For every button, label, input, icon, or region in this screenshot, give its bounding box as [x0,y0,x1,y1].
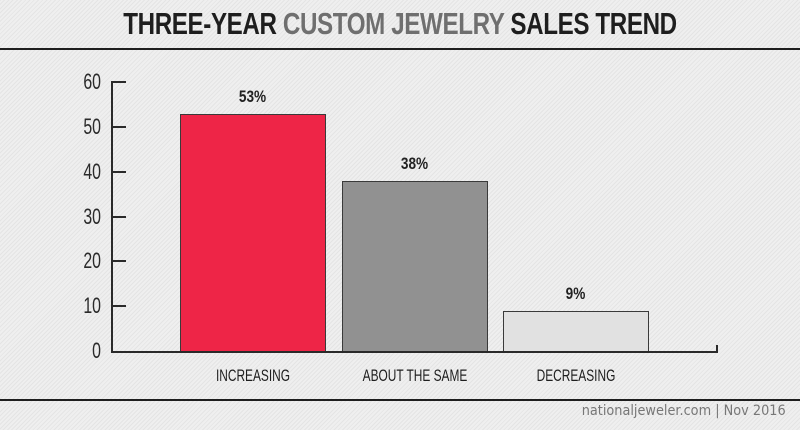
top-divider [0,48,800,50]
category-label: DECREASING [536,366,616,385]
y-tick-mark [112,170,126,173]
y-tick-mark [112,126,126,128]
y-tick-label: 0 [92,338,101,363]
source-credit: nationaljeweler.com | Nov 2016 [582,403,786,419]
title-part3: SALES TREND [504,6,677,41]
x-axis-end-tick [716,345,718,353]
y-tick-mark [112,260,126,263]
title-part1: THREE-YEAR [123,6,283,41]
category-label: INCREASING [215,366,291,385]
bottom-divider [0,399,800,401]
category-label: ABOUT THE SAME [362,366,468,385]
y-tick-label: 10 [83,293,101,319]
bar-decreasing [503,310,649,351]
y-tick-label: 60 [83,69,101,95]
bar-about-the-same [342,180,488,351]
y-tick-mark [112,215,126,218]
y-tick-mark [112,305,126,308]
bar-value-label: 53% [238,86,267,106]
y-tick-label: 30 [83,203,101,229]
y-tick-label: 40 [83,158,101,184]
chart-title: THREE-YEAR CUSTOM JEWELRY SALES TREND [88,6,712,42]
y-tick-label: 20 [83,248,101,274]
bar-value-label: 9% [565,283,586,303]
title-accent: CUSTOM JEWELRY [282,6,505,41]
bar-increasing [180,113,326,351]
bar-value-label: 38% [400,153,429,173]
y-tick-mark [112,81,126,84]
x-axis [111,351,717,353]
y-tick-label: 50 [83,114,101,139]
